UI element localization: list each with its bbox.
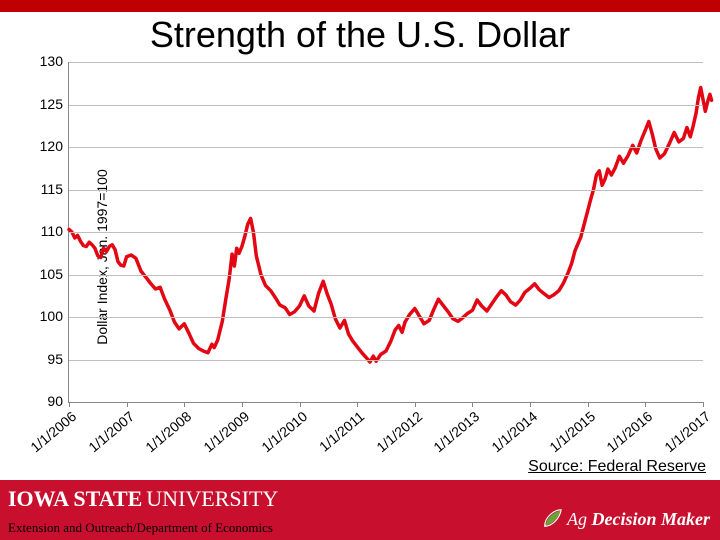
y-tick-label: 110 — [33, 223, 63, 239]
x-tick-mark — [588, 402, 589, 407]
x-tick-label: 1/1/2013 — [431, 408, 483, 455]
y-tick-label: 130 — [33, 53, 63, 69]
plot-area: 90951001051101151201251301/1/20061/1/200… — [68, 62, 703, 403]
gridline — [69, 190, 703, 191]
top-accent-bar — [0, 0, 720, 12]
gridline — [69, 105, 703, 106]
x-tick-mark — [530, 402, 531, 407]
x-tick-label: 1/1/2008 — [143, 408, 195, 455]
source-citation: Source: Federal Reserve — [528, 458, 706, 476]
leaf-icon — [541, 508, 563, 530]
gridline — [69, 275, 703, 276]
x-tick-mark — [645, 402, 646, 407]
y-tick-label: 100 — [33, 308, 63, 324]
adm-ag: Ag — [567, 509, 592, 529]
y-tick-label: 125 — [33, 96, 63, 112]
x-tick-mark — [357, 402, 358, 407]
isu-logo-university: UNIVERSITY — [146, 486, 278, 512]
isu-logo: IOWA STATE UNIVERSITY — [8, 486, 278, 516]
gridline — [69, 360, 703, 361]
y-tick-label: 105 — [33, 266, 63, 282]
gridline — [69, 62, 703, 63]
x-tick-label: 1/1/2011 — [316, 408, 367, 455]
x-tick-label: 1/1/2015 — [546, 408, 598, 455]
gridline — [69, 232, 703, 233]
x-tick-mark — [300, 402, 301, 407]
slide: Strength of the U.S. Dollar Dollar Index… — [0, 0, 720, 540]
y-tick-label: 95 — [33, 351, 63, 367]
gridline — [69, 317, 703, 318]
x-tick-mark — [127, 402, 128, 407]
y-tick-label: 115 — [33, 181, 63, 197]
x-tick-label: 1/1/2010 — [258, 408, 310, 455]
y-tick-label: 90 — [33, 393, 63, 409]
adm-dm: Decision Maker — [592, 509, 711, 529]
x-tick-label: 1/1/2014 — [488, 408, 540, 455]
footer-bar: Source: Federal Reserve IOWA STATE UNIVE… — [0, 480, 720, 540]
x-tick-mark — [472, 402, 473, 407]
x-tick-label: 1/1/2009 — [200, 408, 252, 455]
x-tick-mark — [703, 402, 704, 407]
adm-text: Ag Decision Maker — [567, 509, 710, 530]
x-tick-label: 1/1/2017 — [661, 408, 713, 455]
y-tick-label: 120 — [33, 138, 63, 154]
department-text: Extension and Outreach/Department of Eco… — [8, 520, 273, 536]
x-tick-label: 1/1/2012 — [373, 408, 425, 455]
isu-logo-iowa-state: IOWA STATE — [8, 486, 142, 512]
gridline — [69, 147, 703, 148]
x-tick-label: 1/1/2006 — [27, 408, 79, 455]
ag-decision-maker-logo: Ag Decision Maker — [541, 508, 710, 530]
x-tick-mark — [69, 402, 70, 407]
x-tick-label: 1/1/2016 — [604, 408, 656, 455]
slide-title: Strength of the U.S. Dollar — [0, 14, 720, 56]
line-chart: Dollar Index, Jan. 1997=100 909510010511… — [12, 58, 708, 456]
x-tick-label: 1/1/2007 — [85, 408, 137, 455]
x-tick-mark — [242, 402, 243, 407]
x-tick-mark — [184, 402, 185, 407]
